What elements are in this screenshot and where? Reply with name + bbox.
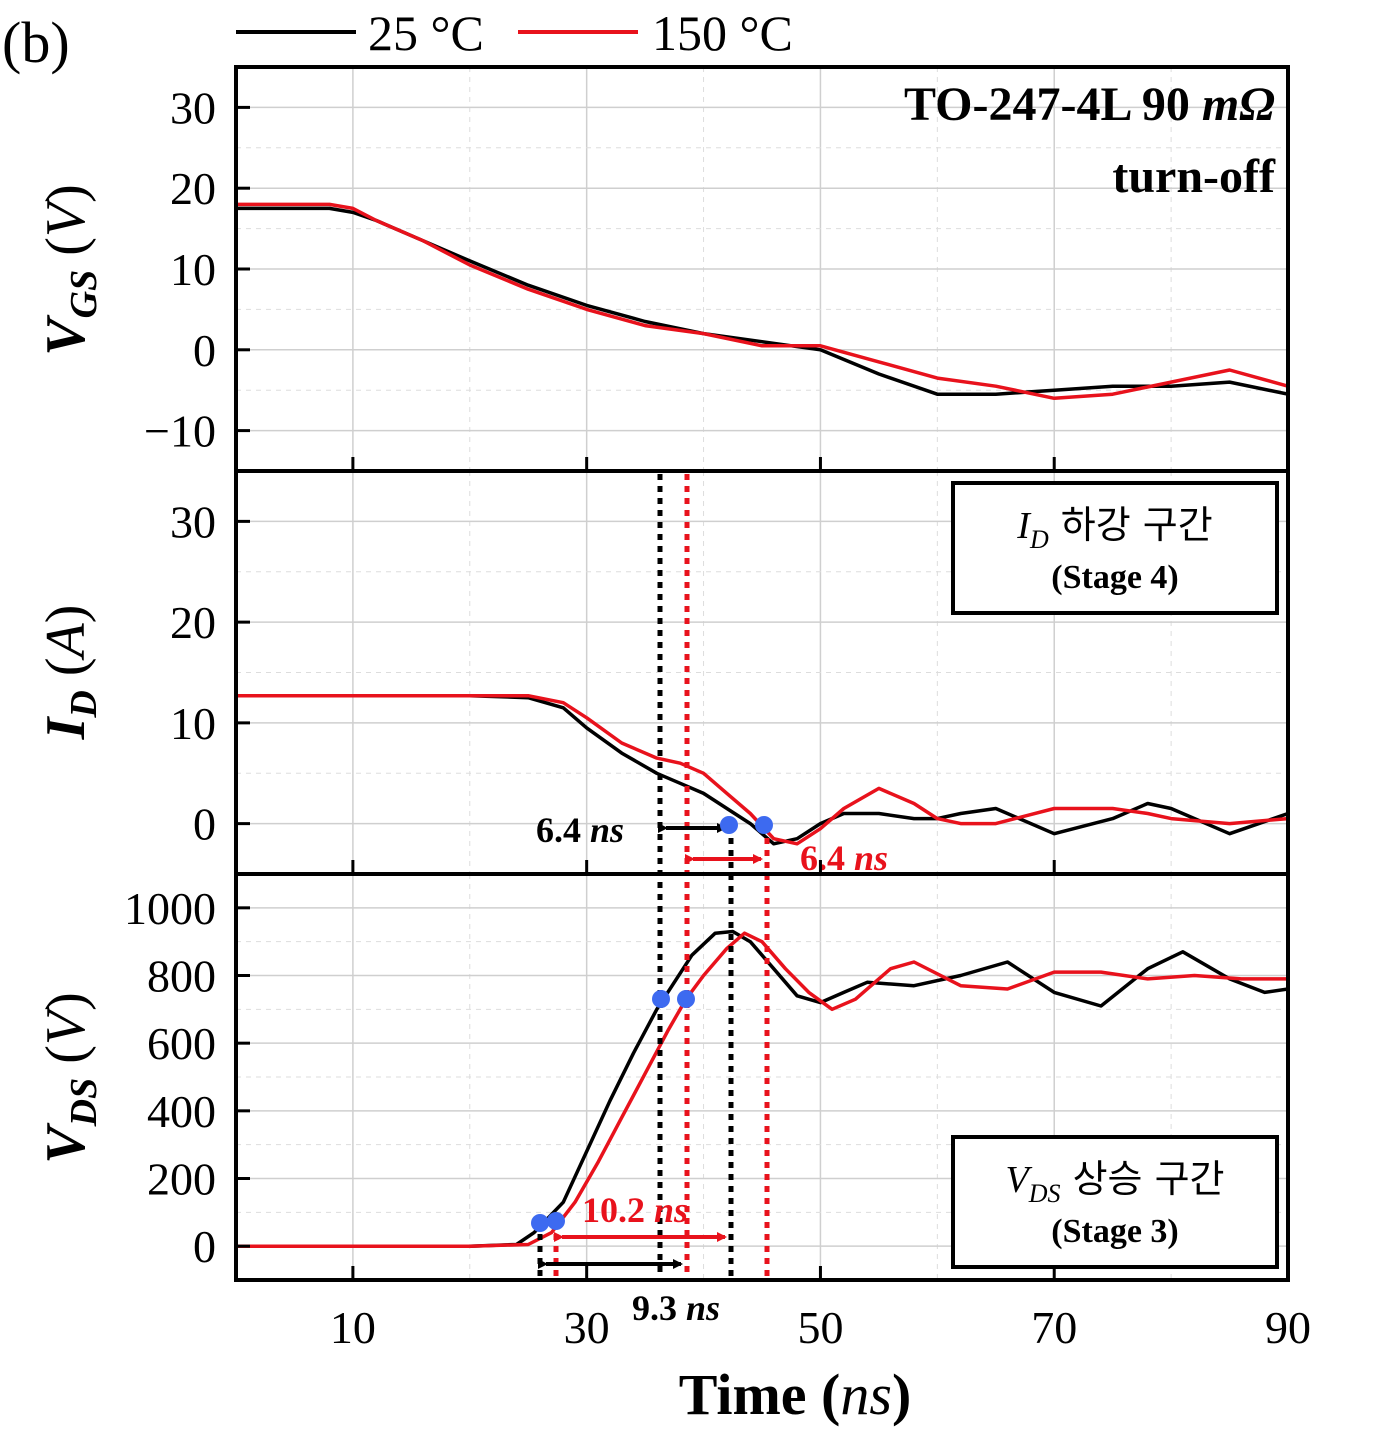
xlabel: Time (ns) [679,1362,912,1427]
tick-label-y-vgs-10: 10 [170,244,216,295]
vds-box-title: VDS 상승 구간 [1006,1157,1225,1208]
vds-box-frame [951,1135,1279,1269]
panel-label: (b) [2,10,70,75]
tick-label-y-vds-400: 400 [147,1086,216,1137]
device-annotation: TO-247-4L 90 mΩ turn-off [904,78,1276,203]
tick-label-y-vgs-30: 30 [170,82,216,133]
point-vds-90pct-150c [677,990,695,1008]
tick-label-y-vgs--10: −10 [144,406,216,457]
tick-label-y-id-30: 30 [170,496,216,547]
y-axis-titles: VGS (V) ID (A) VDS (V) [35,184,105,1163]
ylabel-vds: VDS (V) [35,992,105,1163]
vds-box-stage: (Stage 3) [1051,1213,1178,1250]
vds-stage-box: VDS 상승 구간 (Stage 3) [951,1135,1279,1269]
point-id-zero-25c [720,816,738,834]
legend: 25 °C 150 °C [236,5,793,61]
label-vds-rise-25c: 9.3 ns [632,1288,720,1328]
event-points [531,816,773,1232]
tick-label-x-10: 10 [330,1302,376,1353]
tick-label-y-vds-1000: 1000 [124,883,216,934]
point-vds-10pct-25c [531,1214,549,1232]
panel-frames [234,65,1290,1282]
label-id-fall-25c: 6.4 ns [536,810,624,850]
id-stage-box: ID 하강 구간 (Stage 4) [951,481,1279,615]
interval-labels: 6.4 ns 6.4 ns 10.2 ns 9.3 ns [536,810,888,1328]
plot-frame [234,65,1290,1282]
tick-label-y-vds-0: 0 [193,1221,216,1272]
ylabel-vgs: VGS (V) [35,184,105,355]
tick-label-y-id-10: 10 [170,698,216,749]
series-line-vgs-25c [236,206,1288,396]
tick-label-y-vds-600: 600 [147,1018,216,1069]
grid [236,67,1289,1280]
device-label: TO-247-4L 90 mΩ [904,78,1275,131]
tick-label-y-vgs-0: 0 [193,325,216,376]
ylabel-id: ID (A) [35,605,105,741]
interval-arrows [538,823,763,1269]
timing-markers [537,474,770,1280]
series-line-vds-150c [236,931,1288,1248]
tick-label-x-90: 90 [1265,1302,1311,1353]
label-id-fall-150c: 6.4 ns [800,838,888,878]
id-box-stage: (Stage 4) [1051,559,1178,596]
tick-label-x-70: 70 [1031,1302,1077,1353]
tick-label-y-vgs-20: 20 [170,163,216,214]
series-group-id [236,693,1288,846]
point-id-zero-150c [755,816,773,834]
series-group-vds [236,929,1288,1248]
point-vds-10pct-150c [547,1212,565,1230]
series-group-vgs [236,202,1288,401]
event-label: turn-off [1112,150,1276,203]
id-box-title: ID 하강 구간 [1016,503,1212,554]
tick-label-y-id-0: 0 [193,799,216,850]
tick-label-y-vds-200: 200 [147,1154,216,1205]
legend-label-150c: 150 °C [652,5,793,61]
tick-label-y-id-20: 20 [170,597,216,648]
tick-label-x-50: 50 [797,1302,843,1353]
axes-ticks: −10 0 10 20 30 0 10 20 30 0 200 400 600 800 1000 10 30 50… [124,82,1311,1353]
series-line-id-150c [236,693,1288,846]
tick-label-y-vds-800: 800 [147,951,216,1002]
legend-label-25c: 25 °C [368,5,484,61]
tick-label-x-30: 30 [564,1302,610,1353]
series-line-vds-25c [236,929,1288,1248]
point-vds-90pct-25c [652,990,670,1008]
series-lines [236,202,1288,1248]
id-box-frame [951,481,1279,615]
label-vds-rise-150c: 10.2 ns [582,1190,688,1230]
series-line-id-25c [236,693,1288,846]
series-line-vgs-150c [236,202,1288,401]
